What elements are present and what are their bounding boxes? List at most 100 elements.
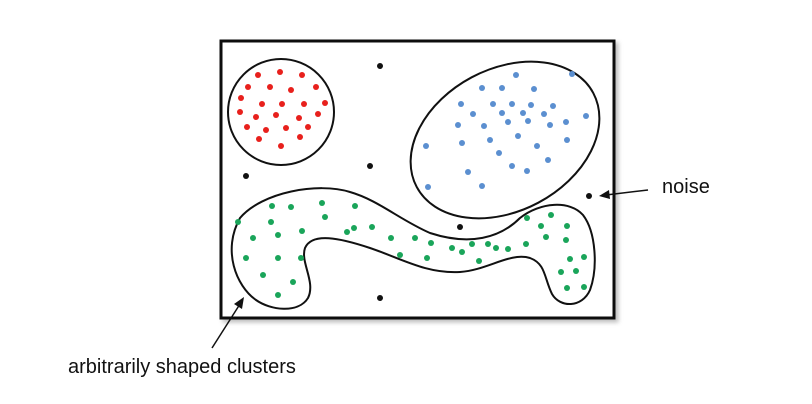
blue-data-point: [531, 86, 537, 92]
green-data-point: [449, 245, 455, 251]
red-data-point: [278, 143, 284, 149]
blue-data-point: [459, 140, 465, 146]
green-data-point: [538, 223, 544, 229]
red-data-point: [299, 72, 305, 78]
red-data-point: [267, 84, 273, 90]
green-data-point: [290, 279, 296, 285]
green-data-point: [243, 255, 249, 261]
red-data-point: [237, 109, 243, 115]
green-data-point: [298, 255, 304, 261]
noise-data-point: [243, 173, 249, 179]
green-data-point: [268, 219, 274, 225]
red-data-point: [322, 100, 328, 106]
green-data-point: [543, 234, 549, 240]
green-data-point: [563, 237, 569, 243]
blue-data-point: [534, 143, 540, 149]
clusters-label: arbitrarily shaped clusters: [68, 356, 296, 378]
green-data-point: [505, 246, 511, 252]
green-data-point: [352, 203, 358, 209]
green-data-point: [564, 285, 570, 291]
blue-data-point: [505, 119, 511, 125]
green-data-point: [412, 235, 418, 241]
green-data-point: [250, 235, 256, 241]
red-data-point: [245, 84, 251, 90]
blue-data-point: [569, 71, 575, 77]
red-data-point: [259, 101, 265, 107]
green-data-point: [459, 249, 465, 255]
blue-data-point: [515, 133, 521, 139]
blue-data-point: [425, 184, 431, 190]
noise-data-point: [377, 295, 383, 301]
green-data-point: [581, 254, 587, 260]
green-data-point: [288, 204, 294, 210]
green-data-point: [567, 256, 573, 262]
green-data-point: [548, 212, 554, 218]
green-data-point: [485, 241, 491, 247]
red-data-point: [297, 134, 303, 140]
blue-data-point: [423, 143, 429, 149]
blue-data-point: [470, 111, 476, 117]
green-data-point: [573, 268, 579, 274]
blue-data-point: [550, 103, 556, 109]
blue-data-point: [524, 168, 530, 174]
blue-data-point: [465, 169, 471, 175]
blue-data-point: [520, 110, 526, 116]
data-space-frame: [219, 39, 616, 320]
red-data-point: [283, 125, 289, 131]
blue-data-point: [479, 183, 485, 189]
blue-data-point: [458, 101, 464, 107]
red-data-point: [279, 101, 285, 107]
noise-arrow: [599, 189, 649, 199]
noise-label: noise: [662, 176, 710, 198]
blue-data-point: [455, 122, 461, 128]
green-cluster-points: [235, 200, 587, 298]
green-data-point: [493, 245, 499, 251]
red-data-point: [288, 87, 294, 93]
green-data-point: [351, 225, 357, 231]
noise-data-point: [586, 193, 592, 199]
green-data-point: [524, 215, 530, 221]
blue-data-point: [499, 85, 505, 91]
noise-data-point: [367, 163, 373, 169]
blue-data-point: [499, 110, 505, 116]
green-data-point: [275, 255, 281, 261]
green-data-point: [476, 258, 482, 264]
blue-data-point: [525, 118, 531, 124]
red-data-point: [305, 124, 311, 130]
green-data-point: [428, 240, 434, 246]
red-data-point: [256, 136, 262, 142]
blue-data-point: [481, 123, 487, 129]
red-data-point: [253, 114, 259, 120]
green-data-point: [275, 232, 281, 238]
green-data-point: [299, 228, 305, 234]
blue-data-point: [564, 137, 570, 143]
green-data-point: [581, 284, 587, 290]
blue-data-point: [487, 137, 493, 143]
blue-data-point: [541, 111, 547, 117]
blue-data-point: [490, 101, 496, 107]
green-data-point: [424, 255, 430, 261]
blue-data-point: [545, 157, 551, 163]
blue-data-point: [509, 101, 515, 107]
red-data-point: [277, 69, 283, 75]
red-data-point: [313, 84, 319, 90]
red-cluster-outline: [227, 58, 335, 166]
blue-data-point: [563, 119, 569, 125]
noise-data-point: [457, 224, 463, 230]
blue-data-point: [513, 72, 519, 78]
green-data-point: [397, 252, 403, 258]
green-cluster-outline: [230, 187, 596, 310]
green-data-point: [269, 203, 275, 209]
blue-data-point: [528, 102, 534, 108]
green-data-point: [260, 272, 266, 278]
red-data-point: [244, 124, 250, 130]
red-data-point: [301, 101, 307, 107]
green-data-point: [388, 235, 394, 241]
green-data-point: [275, 292, 281, 298]
red-data-point: [255, 72, 261, 78]
green-data-point: [319, 200, 325, 206]
green-data-point: [235, 219, 241, 225]
red-data-point: [296, 115, 302, 121]
blue-data-point: [509, 163, 515, 169]
